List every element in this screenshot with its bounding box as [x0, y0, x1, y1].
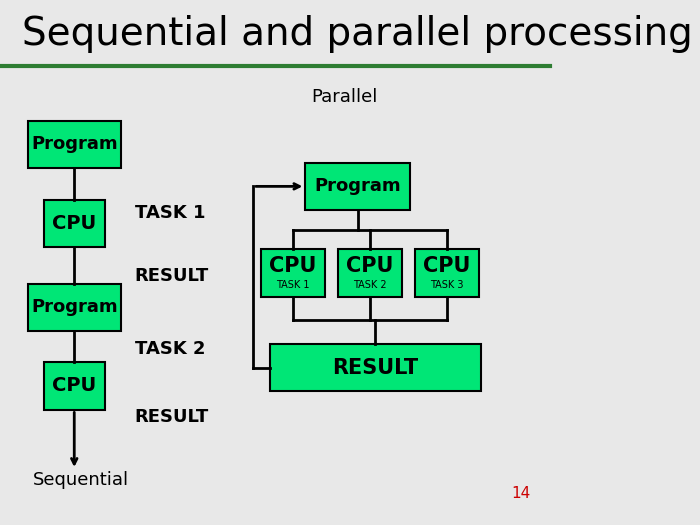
- Text: RESULT: RESULT: [135, 408, 209, 426]
- FancyBboxPatch shape: [27, 284, 121, 331]
- Text: CPU: CPU: [52, 376, 97, 395]
- Text: TASK 2: TASK 2: [135, 340, 205, 358]
- FancyBboxPatch shape: [44, 200, 104, 247]
- Text: 14: 14: [512, 486, 531, 501]
- Text: Program: Program: [31, 298, 118, 316]
- Text: Parallel: Parallel: [311, 88, 377, 106]
- Text: Program: Program: [314, 177, 401, 195]
- Text: TASK 1: TASK 1: [135, 204, 205, 222]
- FancyBboxPatch shape: [270, 344, 482, 391]
- Text: CPU: CPU: [52, 214, 97, 233]
- Text: Sequential: Sequential: [33, 471, 129, 489]
- Text: CPU: CPU: [424, 256, 470, 276]
- Text: Sequential and parallel processing: Sequential and parallel processing: [22, 15, 693, 53]
- FancyBboxPatch shape: [415, 249, 479, 297]
- Text: RESULT: RESULT: [332, 358, 419, 377]
- FancyBboxPatch shape: [44, 362, 104, 410]
- Text: RESULT: RESULT: [135, 267, 209, 285]
- FancyBboxPatch shape: [261, 249, 325, 297]
- Text: TASK 1: TASK 1: [276, 280, 309, 290]
- Text: TASK 3: TASK 3: [430, 280, 463, 290]
- Text: CPU: CPU: [270, 256, 316, 276]
- FancyBboxPatch shape: [338, 249, 402, 297]
- FancyBboxPatch shape: [27, 121, 121, 168]
- FancyBboxPatch shape: [305, 163, 410, 210]
- Text: Program: Program: [31, 135, 118, 153]
- Text: TASK 2: TASK 2: [353, 280, 386, 290]
- Text: CPU: CPU: [346, 256, 393, 276]
